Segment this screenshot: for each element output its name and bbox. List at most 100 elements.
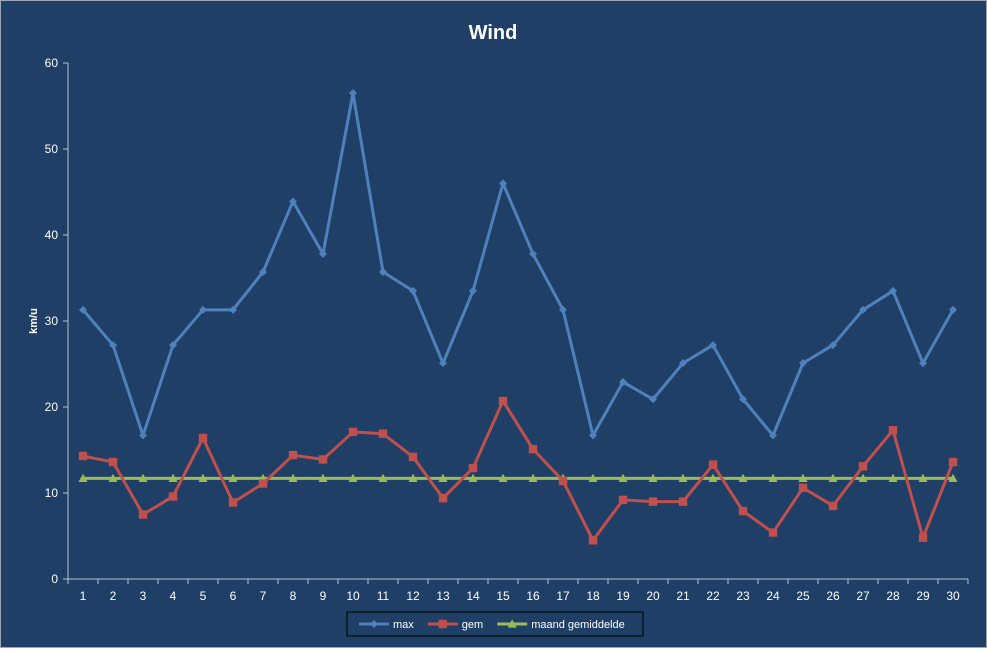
legend-marker [370,620,378,628]
data-point [259,267,267,276]
data-point [379,267,387,276]
data-point [108,457,118,467]
data-point [408,452,418,462]
data-point [78,451,88,461]
y-axis-title: km/u [28,308,40,334]
data-point [168,492,178,501]
legend-item: maand gemiddelde [497,619,625,631]
data-point [318,473,328,483]
data-point [828,501,838,511]
data-point [768,528,778,537]
legend-marker [507,619,517,628]
data-point [708,460,718,469]
data-point [138,473,148,483]
data-point [408,473,418,483]
data-point [738,506,748,516]
x-tick-label: 16 [526,589,540,603]
data-point [318,455,328,464]
data-point [858,462,868,471]
data-point [469,286,477,295]
data-point [678,473,688,483]
data-point [588,473,598,483]
data-point [948,473,958,483]
data-point [888,473,898,483]
data-point [438,493,448,503]
data-point [288,473,298,483]
chart-title: Wind [469,22,518,44]
x-tick-label: 10 [346,589,360,603]
series-max [79,89,957,440]
x-tick-label: 28 [886,589,900,603]
x-tick-label: 5 [200,589,207,603]
series-line [81,91,955,437]
x-tick-label: 7 [260,589,267,603]
data-point [918,473,928,483]
data-point [919,359,927,368]
data-point [679,359,687,368]
data-point [198,433,208,443]
data-point [588,536,598,545]
legend-item: max [359,619,414,631]
data-point [109,341,117,350]
x-tick-label: 20 [646,589,660,603]
data-point [949,305,957,314]
data-point [228,473,238,483]
data-point [799,359,807,368]
data-point [798,473,808,483]
data-point [918,533,928,542]
legend-item: gem [427,619,483,631]
data-point [768,473,778,483]
x-tick-label: 17 [556,589,570,603]
y-tick-label: 40 [45,228,59,242]
data-point [348,473,358,483]
data-point [498,396,508,406]
data-point [888,426,898,435]
data-point [78,473,88,483]
data-point [499,179,507,188]
data-point [769,431,777,440]
data-point [138,510,148,519]
data-point [79,305,87,314]
data-point [859,305,867,314]
x-tick-label: 22 [706,589,720,603]
data-point [948,457,958,467]
data-point [468,473,478,483]
x-tick-label: 1 [80,589,87,603]
data-point [139,431,147,440]
legend: max gem maand gemiddelde [346,611,644,637]
data-point [288,450,298,460]
legend-box [346,611,644,637]
data-point [319,249,327,258]
data-point [708,473,718,483]
data-point [439,359,447,368]
data-point [468,463,478,473]
data-point [828,473,838,483]
x-tick-label: 23 [736,589,750,603]
data-point [558,476,568,486]
x-tick-label: 2 [110,589,117,603]
x-tick-label: 3 [140,589,147,603]
data-point [709,341,717,350]
y-tick-label: 10 [45,486,59,500]
data-point [618,473,628,483]
x-tick-label: 19 [616,589,630,603]
x-tick-label: 27 [856,589,870,603]
y-tick-label: 60 [45,56,59,70]
x-tick-label: 11 [377,589,390,603]
series-maand-gemiddelde [78,473,958,483]
x-tick-label: 29 [916,589,930,603]
data-point [229,305,237,314]
data-point [738,473,748,483]
data-point [378,429,388,438]
x-tick-label: 12 [406,589,420,603]
data-point [528,444,538,454]
x-tick-label: 14 [466,589,480,603]
data-point [199,305,207,314]
data-point [498,473,508,483]
data-point [798,483,808,493]
x-tick-label: 15 [496,589,510,603]
y-tick-label: 0 [51,572,58,586]
data-point [618,495,628,505]
